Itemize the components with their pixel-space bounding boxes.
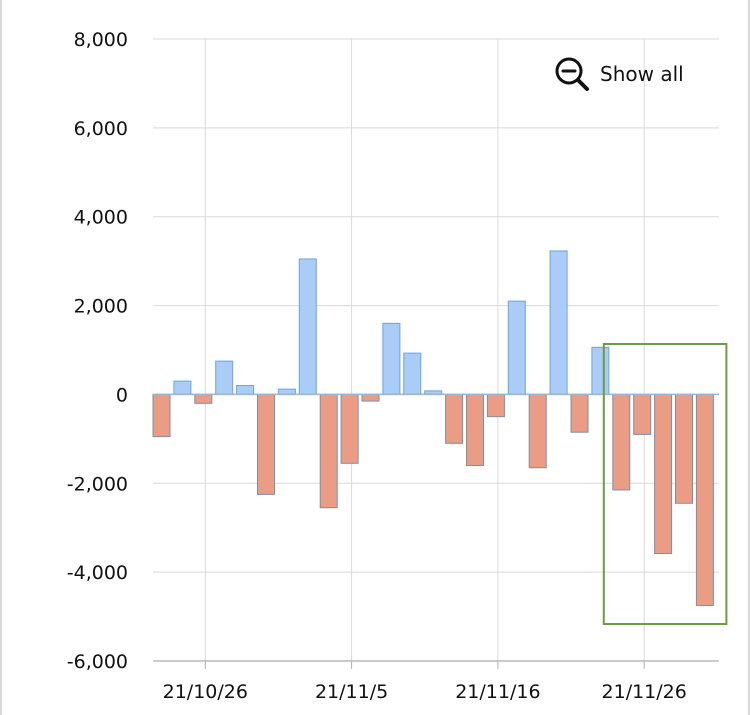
x-tick-label: 21/10/26	[163, 681, 248, 703]
highlight-layer	[602, 343, 728, 625]
bar-negative	[570, 393, 589, 433]
bar-positive	[215, 360, 234, 395]
y-tick-label: 8,000	[74, 29, 128, 51]
bar-positive	[382, 322, 401, 395]
y-tick-label: -6,000	[67, 651, 128, 673]
y-tick-label: 4,000	[74, 207, 128, 229]
show-all-button[interactable]: Show all	[554, 56, 684, 92]
bar-negative	[257, 393, 275, 495]
bar-positive	[591, 346, 610, 395]
x-tick-label: 21/11/16	[455, 681, 540, 703]
right-edge-divider	[748, 0, 750, 715]
bar-negative	[340, 393, 359, 464]
bar-negative	[445, 393, 464, 444]
grid-layer	[153, 38, 719, 669]
bar-negative	[612, 393, 631, 491]
bar-negative	[486, 393, 505, 418]
bar-positive	[173, 380, 192, 395]
x-tick-label: 21/11/5	[315, 681, 388, 703]
y-tick-label: 6,000	[74, 118, 128, 140]
bar-negative	[361, 393, 380, 402]
y-tick-label: 0	[116, 384, 128, 406]
bar-positive	[298, 258, 317, 395]
y-tick-label: -4,000	[67, 562, 128, 584]
zoom-out-icon	[555, 57, 589, 91]
bar-negative	[675, 393, 693, 504]
bar-negative	[466, 393, 484, 467]
bar-positive	[549, 250, 568, 395]
bar-negative	[319, 393, 338, 509]
y-tick-label: -2,000	[67, 473, 128, 495]
bar-negative	[695, 393, 714, 606]
bar-positive	[277, 388, 296, 395]
bar-negative	[528, 393, 547, 469]
bar-negative	[633, 393, 652, 435]
x-tick-label: 21/11/26	[602, 681, 687, 703]
bar-positive	[403, 352, 422, 395]
bar-negative	[654, 393, 673, 554]
highlight-box	[602, 343, 728, 625]
bars-layer	[152, 250, 719, 606]
show-all-label: Show all	[600, 62, 684, 86]
bar-positive	[507, 300, 526, 395]
y-tick-label: 2,000	[74, 296, 128, 318]
bar-negative	[194, 393, 213, 404]
labels-layer: 8,000 6,000 4,000 2,000 0 -2,000 -4,000 -6,000 2…	[67, 29, 687, 703]
bar-positive	[236, 385, 255, 395]
left-edge-divider	[0, 0, 2, 715]
bar-negative	[152, 393, 171, 438]
